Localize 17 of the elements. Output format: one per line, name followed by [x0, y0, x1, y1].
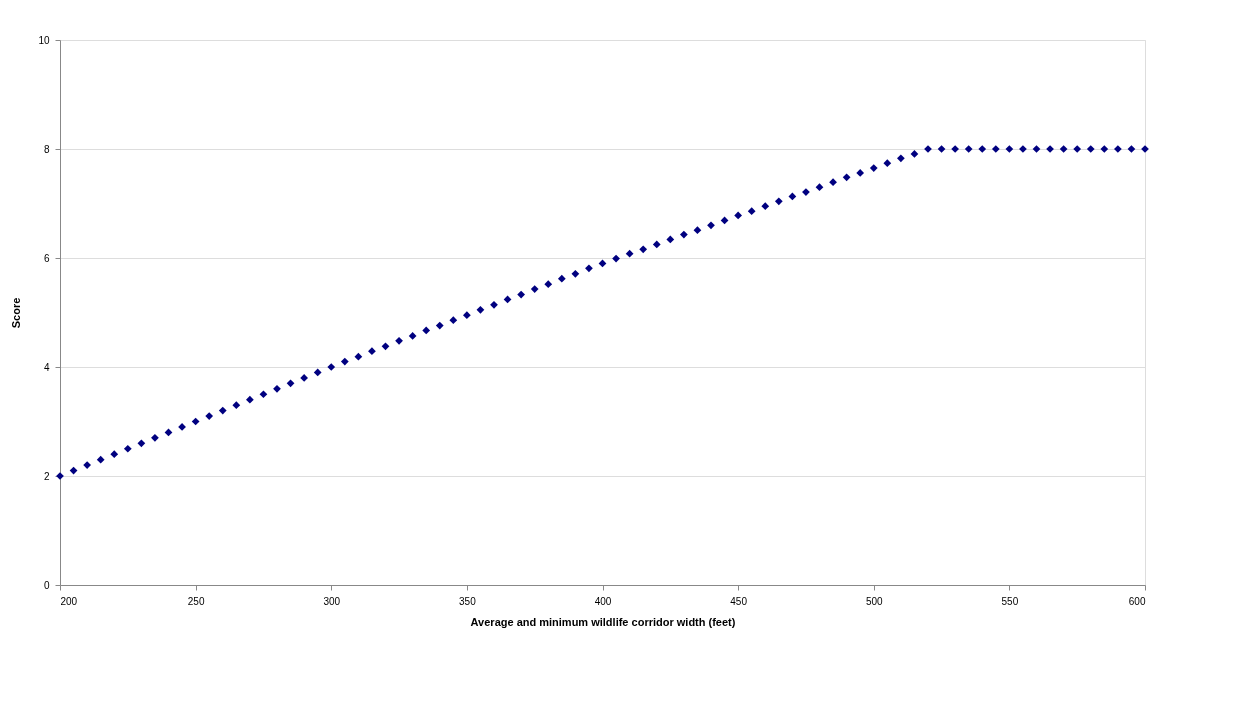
y-axis-title: Score — [10, 297, 23, 329]
y-tick-label: 4 — [43, 361, 50, 373]
y-tick-label: 8 — [43, 143, 50, 155]
y-tick-label: 0 — [43, 579, 50, 591]
x-tick-label: 550 — [1001, 595, 1019, 607]
y-tick-label: 2 — [43, 470, 50, 482]
x-tick-label: 450 — [730, 595, 748, 607]
x-axis-title: Average and minimum wildlife corridor width (feet) — [470, 615, 736, 628]
x-tick-label: 400 — [594, 595, 612, 607]
y-tick-label: 6 — [43, 252, 50, 264]
x-tick-label: 500 — [865, 595, 884, 607]
x-tick-label: 250 — [187, 595, 205, 607]
x-tick-label: 300 — [323, 595, 341, 607]
x-tick-label: 200 — [60, 595, 78, 607]
y-tick-label: 10 — [38, 34, 50, 46]
x-tick-label: 600 — [1128, 595, 1146, 607]
x-tick-label: 350 — [459, 595, 477, 607]
